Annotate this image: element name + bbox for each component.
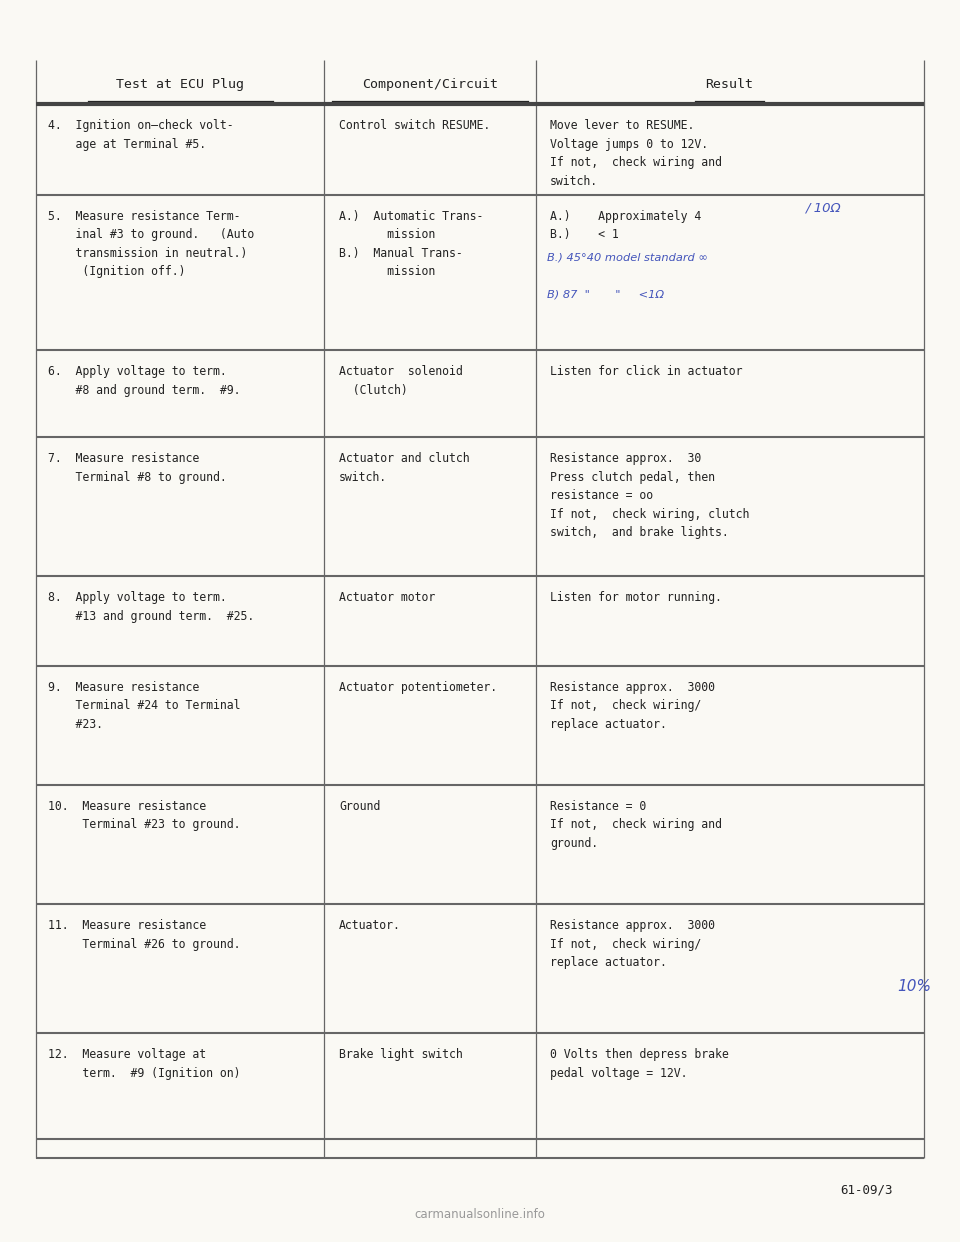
Text: A.)  Automatic Trans-
       mission
B.)  Manual Trans-
       mission: A.) Automatic Trans- mission B.) Manual … <box>339 210 483 278</box>
Text: 10%: 10% <box>898 979 931 994</box>
Text: Control switch RESUME.: Control switch RESUME. <box>339 119 491 132</box>
Text: 6.  Apply voltage to term.
    #8 and ground term.  #9.: 6. Apply voltage to term. #8 and ground … <box>48 365 241 396</box>
Text: Listen for motor running.: Listen for motor running. <box>550 591 722 604</box>
Text: carmanualsonline.info: carmanualsonline.info <box>415 1208 545 1221</box>
Text: 61-09/3: 61-09/3 <box>840 1184 893 1196</box>
Text: 8.  Apply voltage to term.
    #13 and ground term.  #25.: 8. Apply voltage to term. #13 and ground… <box>48 591 254 622</box>
Text: B) 87  "       "     <1Ω: B) 87 " " <1Ω <box>547 289 664 299</box>
Text: 7.  Measure resistance
    Terminal #8 to ground.: 7. Measure resistance Terminal #8 to gro… <box>48 452 227 483</box>
Text: Actuator and clutch
switch.: Actuator and clutch switch. <box>339 452 469 483</box>
Text: 12.  Measure voltage at
     term.  #9 (Ignition on): 12. Measure voltage at term. #9 (Ignitio… <box>48 1048 241 1079</box>
Text: Resistance approx.  3000
If not,  check wiring/
replace actuator.: Resistance approx. 3000 If not, check wi… <box>550 919 715 969</box>
Text: Result: Result <box>706 78 754 91</box>
Text: Resistance approx.  30
Press clutch pedal, then
resistance = oo
If not,  check w: Resistance approx. 30 Press clutch pedal… <box>550 452 750 539</box>
Text: Test at ECU Plug: Test at ECU Plug <box>116 78 245 91</box>
Text: / 10Ω: / 10Ω <box>806 201 842 214</box>
Text: 9.  Measure resistance
    Terminal #24 to Terminal
    #23.: 9. Measure resistance Terminal #24 to Te… <box>48 681 241 730</box>
Text: Brake light switch: Brake light switch <box>339 1048 463 1061</box>
Text: 5.  Measure resistance Term-
    inal #3 to ground.   (Auto
    transmission in : 5. Measure resistance Term- inal #3 to g… <box>48 210 254 278</box>
Text: Listen for click in actuator: Listen for click in actuator <box>550 365 743 378</box>
Text: Ground: Ground <box>339 800 380 812</box>
Text: B.) 45°40 model standard ∞: B.) 45°40 model standard ∞ <box>547 252 708 262</box>
Text: Resistance approx.  3000
If not,  check wiring/
replace actuator.: Resistance approx. 3000 If not, check wi… <box>550 681 715 730</box>
Text: A.)    Approximately 4
B.)    < 1: A.) Approximately 4 B.) < 1 <box>550 210 702 241</box>
Text: Actuator.: Actuator. <box>339 919 400 932</box>
Text: Actuator potentiometer.: Actuator potentiometer. <box>339 681 497 693</box>
Text: 10.  Measure resistance
     Terminal #23 to ground.: 10. Measure resistance Terminal #23 to g… <box>48 800 241 831</box>
Text: 0 Volts then depress brake
pedal voltage = 12V.: 0 Volts then depress brake pedal voltage… <box>550 1048 729 1079</box>
Text: Actuator  solenoid
  (Clutch): Actuator solenoid (Clutch) <box>339 365 463 396</box>
Text: Actuator motor: Actuator motor <box>339 591 435 604</box>
Text: 11.  Measure resistance
     Terminal #26 to ground.: 11. Measure resistance Terminal #26 to g… <box>48 919 241 950</box>
Text: Move lever to RESUME.
Voltage jumps 0 to 12V.
If not,  check wiring and
switch.: Move lever to RESUME. Voltage jumps 0 to… <box>550 119 722 188</box>
Text: Component/Circuit: Component/Circuit <box>362 78 498 91</box>
Text: Resistance = 0
If not,  check wiring and
ground.: Resistance = 0 If not, check wiring and … <box>550 800 722 850</box>
Text: 4.  Ignition on—check volt-
    age at Terminal #5.: 4. Ignition on—check volt- age at Termin… <box>48 119 233 150</box>
